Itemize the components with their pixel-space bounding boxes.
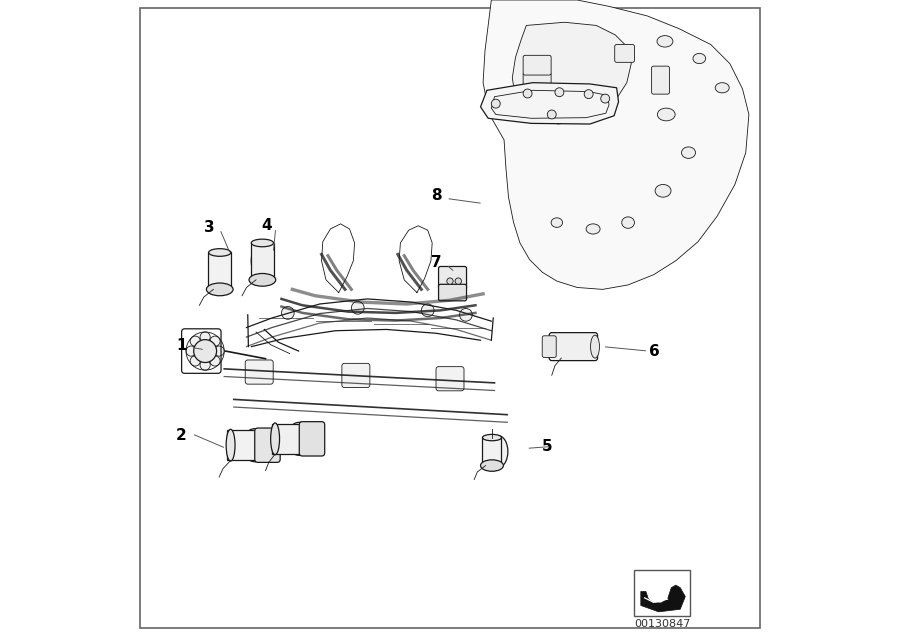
Circle shape bbox=[555, 88, 563, 97]
Ellipse shape bbox=[481, 460, 503, 471]
Ellipse shape bbox=[655, 184, 671, 197]
Circle shape bbox=[421, 304, 434, 317]
Circle shape bbox=[190, 356, 201, 366]
Circle shape bbox=[491, 99, 500, 108]
FancyBboxPatch shape bbox=[438, 266, 466, 289]
Circle shape bbox=[194, 340, 217, 363]
Ellipse shape bbox=[657, 108, 675, 121]
Circle shape bbox=[282, 307, 294, 319]
Text: 6: 6 bbox=[650, 343, 661, 359]
FancyBboxPatch shape bbox=[228, 430, 258, 460]
Circle shape bbox=[460, 308, 473, 321]
Text: 2: 2 bbox=[176, 428, 187, 443]
FancyBboxPatch shape bbox=[251, 243, 274, 280]
Text: 00130847: 00130847 bbox=[634, 619, 690, 630]
Ellipse shape bbox=[251, 241, 274, 280]
Ellipse shape bbox=[286, 422, 312, 455]
FancyBboxPatch shape bbox=[208, 252, 231, 289]
Circle shape bbox=[547, 110, 556, 119]
Ellipse shape bbox=[271, 423, 280, 455]
Bar bbox=[634, 570, 690, 616]
Ellipse shape bbox=[482, 462, 501, 469]
Text: 4: 4 bbox=[262, 218, 272, 233]
Ellipse shape bbox=[716, 83, 729, 93]
Polygon shape bbox=[481, 83, 618, 124]
Circle shape bbox=[446, 278, 454, 284]
Ellipse shape bbox=[693, 53, 706, 64]
Ellipse shape bbox=[209, 251, 231, 290]
Ellipse shape bbox=[657, 36, 673, 47]
Polygon shape bbox=[512, 22, 631, 124]
Circle shape bbox=[600, 94, 609, 103]
Ellipse shape bbox=[586, 224, 600, 234]
Ellipse shape bbox=[551, 218, 562, 227]
Ellipse shape bbox=[590, 335, 599, 358]
FancyBboxPatch shape bbox=[342, 363, 370, 387]
Circle shape bbox=[584, 90, 593, 99]
Ellipse shape bbox=[242, 429, 267, 462]
Circle shape bbox=[351, 301, 364, 314]
Circle shape bbox=[523, 89, 532, 98]
Ellipse shape bbox=[209, 249, 231, 256]
Circle shape bbox=[214, 346, 224, 356]
FancyBboxPatch shape bbox=[542, 336, 556, 357]
FancyBboxPatch shape bbox=[615, 45, 634, 62]
Ellipse shape bbox=[249, 273, 275, 286]
Ellipse shape bbox=[482, 434, 501, 441]
FancyBboxPatch shape bbox=[272, 424, 302, 454]
FancyBboxPatch shape bbox=[549, 333, 598, 361]
Circle shape bbox=[210, 336, 220, 346]
Polygon shape bbox=[483, 0, 749, 289]
Ellipse shape bbox=[251, 276, 274, 284]
Circle shape bbox=[186, 346, 196, 356]
FancyBboxPatch shape bbox=[652, 66, 670, 94]
Circle shape bbox=[200, 332, 211, 342]
FancyBboxPatch shape bbox=[255, 428, 280, 462]
Ellipse shape bbox=[209, 286, 231, 293]
Text: 3: 3 bbox=[204, 220, 215, 235]
Text: 5: 5 bbox=[542, 439, 552, 454]
Circle shape bbox=[190, 336, 201, 346]
Polygon shape bbox=[641, 585, 685, 612]
Ellipse shape bbox=[226, 429, 235, 461]
FancyBboxPatch shape bbox=[482, 438, 501, 466]
Ellipse shape bbox=[489, 436, 508, 467]
Text: 1: 1 bbox=[176, 338, 187, 354]
Ellipse shape bbox=[206, 283, 233, 296]
FancyBboxPatch shape bbox=[245, 360, 274, 384]
FancyBboxPatch shape bbox=[300, 422, 325, 456]
Circle shape bbox=[200, 360, 211, 370]
FancyBboxPatch shape bbox=[523, 73, 551, 92]
Ellipse shape bbox=[681, 147, 696, 158]
Circle shape bbox=[455, 278, 462, 284]
FancyBboxPatch shape bbox=[438, 284, 466, 301]
Text: 7: 7 bbox=[431, 254, 441, 270]
Text: 8: 8 bbox=[431, 188, 441, 204]
Ellipse shape bbox=[251, 239, 274, 247]
Ellipse shape bbox=[622, 217, 634, 228]
FancyBboxPatch shape bbox=[523, 55, 551, 75]
Circle shape bbox=[210, 356, 220, 366]
FancyBboxPatch shape bbox=[436, 366, 464, 391]
